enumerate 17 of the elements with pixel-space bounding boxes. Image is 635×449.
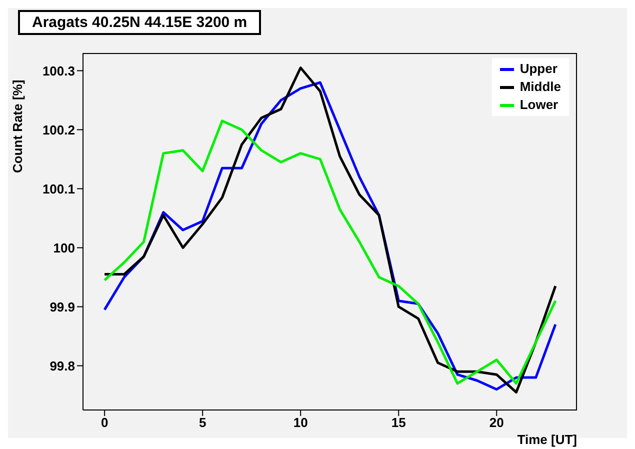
x-tick-label: 10 — [293, 415, 308, 430]
y-axis-title: Count Rate [%] — [10, 80, 25, 173]
y-tick-label: 100.3 — [42, 63, 75, 78]
x-tick-label: 0 — [100, 415, 108, 430]
chart-title: Aragats 40.25N 44.15E 3200 m — [18, 10, 262, 35]
y-tick-label: 100.2 — [42, 122, 75, 138]
y-tick-label: 100 — [53, 240, 75, 256]
x-axis-title: Time [UT] — [517, 432, 577, 447]
legend-label: Upper — [520, 60, 558, 78]
y-tick-label: 99.9 — [50, 299, 75, 314]
legend-label: Lower — [520, 96, 558, 114]
y-tick-label: 100.1 — [42, 181, 75, 196]
x-tick-label: 20 — [489, 415, 504, 430]
legend-label: Middle — [520, 78, 561, 96]
x-tick-label: 5 — [198, 415, 206, 430]
y-tick-label: 99.8 — [50, 358, 75, 374]
x-tick-label: 15 — [391, 415, 406, 430]
